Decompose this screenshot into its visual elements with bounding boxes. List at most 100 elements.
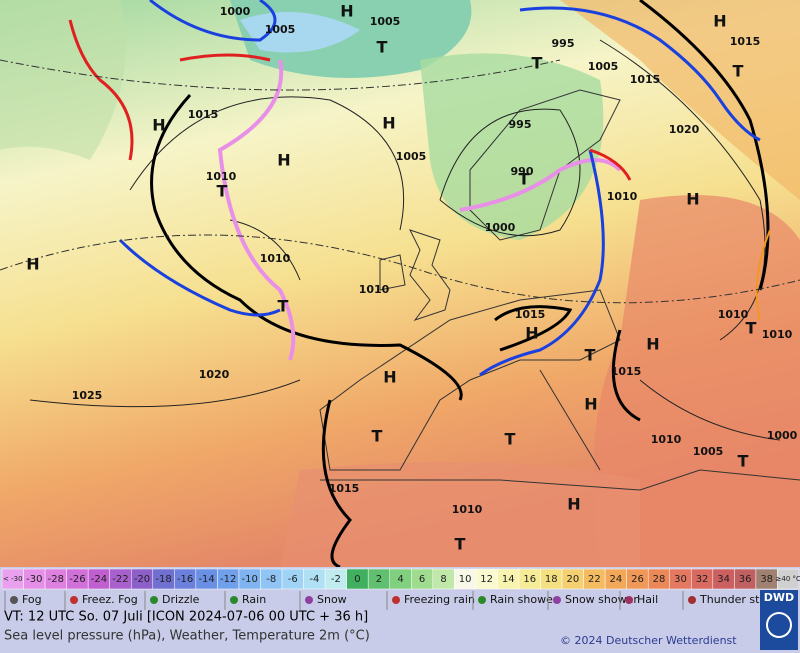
- isobar-label: 1010: [718, 308, 749, 321]
- scale-label: 18: [545, 574, 558, 585]
- weather-symbol: [392, 596, 400, 604]
- isobar-label: 1000: [485, 221, 516, 234]
- scale-label: ≥40 °C: [776, 575, 800, 583]
- weather-label: Fog: [22, 593, 42, 606]
- pressure-center: H: [383, 368, 396, 387]
- isobar-label: 990: [511, 165, 534, 178]
- isobar-label: 1010: [651, 433, 682, 446]
- scale-label: 36: [739, 574, 752, 585]
- pressure-center: H: [340, 2, 353, 21]
- scale-label: -28: [48, 574, 64, 585]
- pressure-center: H: [382, 114, 395, 133]
- scale-label: 34: [717, 574, 730, 585]
- weather-symbol: [478, 596, 486, 604]
- isobar-label: 1015: [730, 35, 761, 48]
- scale-label: 14: [502, 574, 515, 585]
- pressure-center: H: [525, 324, 538, 343]
- weather-symbol: [10, 596, 18, 604]
- pressure-center: H: [567, 495, 580, 514]
- pressure-center: T: [505, 430, 516, 449]
- weather-label: Freez. Fog: [82, 593, 138, 606]
- weather-legend: Fog Freez. Fog Drizzle Rain Snow Freezing rai…: [4, 591, 781, 610]
- scale-label: -12: [220, 574, 236, 585]
- dwd-logo-text: DWD: [764, 591, 794, 604]
- pressure-center: T: [738, 452, 749, 471]
- pressure-center: H: [686, 190, 699, 209]
- color-scale: < -30 -30 -28 -26 -24 -22 -20 -18 -16 -14 -12 -10 -8…: [1, 568, 800, 590]
- isobar-label: 1010: [260, 252, 291, 265]
- isobar-label: 1010: [452, 503, 483, 516]
- isobar-label: 1010: [607, 190, 638, 203]
- scale-label: < -30: [3, 575, 23, 583]
- scale-label: -20: [134, 574, 150, 585]
- pressure-center: T: [217, 182, 228, 201]
- pressure-center: H: [277, 151, 290, 170]
- scale-label: 0: [354, 574, 360, 585]
- scale-label: -6: [288, 574, 298, 585]
- weather-label: Snow: [317, 593, 347, 606]
- isobar-label: 1005: [396, 150, 427, 163]
- isobar-label: 1000: [767, 429, 798, 442]
- weather-symbol: [230, 596, 238, 604]
- isobar-label: 1005: [693, 445, 724, 458]
- isobar-label: 1020: [669, 123, 700, 136]
- isobar-label: 1005: [265, 23, 296, 36]
- isobar-label: 995: [552, 37, 575, 50]
- weather-label: Drizzle: [162, 593, 200, 606]
- isobar-label: 1015: [329, 482, 360, 495]
- weather-label: Freezing rain: [404, 593, 475, 606]
- pressure-center: T: [519, 170, 530, 189]
- scale-label: 6: [419, 574, 425, 585]
- isobar-label: 1010: [359, 283, 390, 296]
- scale-label: 30: [674, 574, 687, 585]
- scale-label: 32: [696, 574, 709, 585]
- scale-label: -24: [91, 574, 107, 585]
- pressure-center: T: [733, 62, 744, 81]
- pressure-center: H: [26, 255, 39, 274]
- scale-label: 12: [480, 574, 493, 585]
- description: Sea level pressure (hPa), Weather, Tempe…: [4, 629, 370, 644]
- pressure-center: T: [278, 297, 289, 316]
- pressure-center: T: [532, 54, 543, 73]
- isobar-label: 1005: [370, 15, 401, 28]
- pressure-center: T: [377, 38, 388, 57]
- weather-symbol: [688, 596, 696, 604]
- scale-label: -16: [177, 574, 193, 585]
- scale-label: 22: [588, 574, 601, 585]
- scale-label: 10: [459, 574, 472, 585]
- pressure-center: H: [713, 12, 726, 31]
- weather-symbol: [150, 596, 158, 604]
- scale-label: 8: [440, 574, 446, 585]
- dwd-logo: [760, 590, 798, 650]
- scale-label: -10: [242, 574, 258, 585]
- isobar-label: 1010: [762, 328, 793, 341]
- scale-label: 2: [376, 574, 382, 585]
- pressure-center: T: [455, 535, 466, 554]
- scale-label: 26: [631, 574, 644, 585]
- isobar-label: 1010: [206, 170, 237, 183]
- isobar-label: 1020: [199, 368, 230, 381]
- scale-label: -18: [155, 574, 171, 585]
- pressure-center: T: [585, 346, 596, 365]
- scale-label: -22: [112, 574, 128, 585]
- scale-label: -8: [266, 574, 276, 585]
- pressure-center: H: [152, 116, 165, 135]
- scale-label: 38: [760, 574, 773, 585]
- map-area: [0, 0, 800, 569]
- scale-label: -30: [26, 574, 42, 585]
- valid-time: VT: 12 UTC So. 07 Juli [ICON 2024-07-06 …: [4, 610, 368, 625]
- scale-label: -14: [198, 574, 214, 585]
- scale-label: 28: [653, 574, 666, 585]
- isobar-label: 1015: [630, 73, 661, 86]
- map-labels: 1000 1005 1005 995 1015 1005 1015 1015 995 1005 10…: [26, 2, 797, 554]
- isobar-label: 1015: [188, 108, 219, 121]
- scale-label: -4: [309, 574, 319, 585]
- scale-label: -26: [69, 574, 85, 585]
- pressure-center: T: [372, 427, 383, 446]
- isobar-label: 1025: [72, 389, 103, 402]
- weather-symbol: [305, 596, 313, 604]
- isobar-label: 1000: [220, 5, 251, 18]
- scale-cell: [777, 568, 800, 590]
